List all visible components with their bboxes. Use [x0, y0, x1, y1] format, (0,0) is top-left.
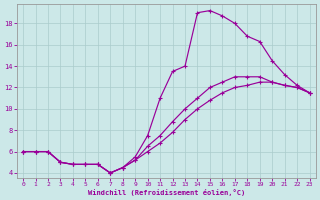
X-axis label: Windchill (Refroidissement éolien,°C): Windchill (Refroidissement éolien,°C)	[88, 189, 245, 196]
